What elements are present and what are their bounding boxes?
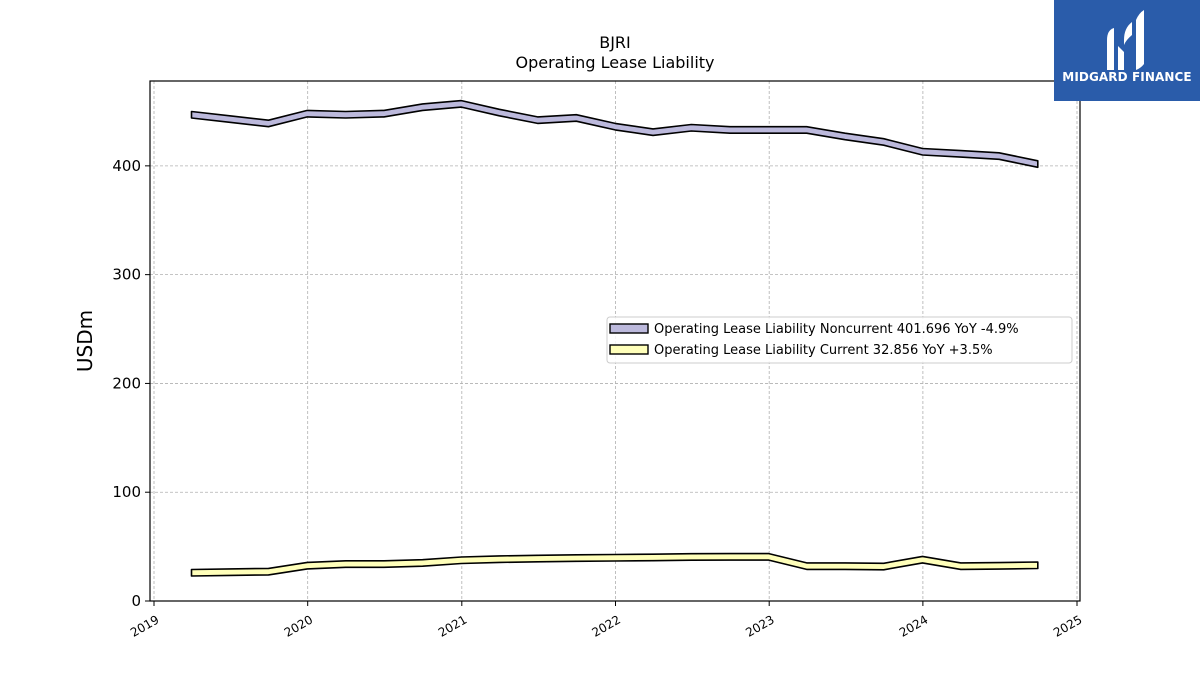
series-bands [190, 99, 1039, 577]
legend-swatch [609, 344, 649, 355]
legend-label: Operating Lease Liability Noncurrent 401… [654, 322, 1019, 337]
y-tick-label: 300 [112, 266, 141, 284]
y-axis-label: USDm [73, 310, 97, 372]
chart-subtitle: Operating Lease Liability [515, 53, 714, 72]
y-tick-label: 200 [112, 374, 141, 392]
x-tick-label: 2024 [897, 612, 930, 639]
x-tick-label: 2025 [1051, 612, 1084, 639]
legend: Operating Lease Liability Noncurrent 401… [606, 316, 1073, 364]
y-tick-label: 100 [112, 483, 141, 501]
x-tick-label: 2022 [590, 612, 623, 639]
x-tick-label: 2023 [743, 612, 776, 639]
x-tick-label: 2020 [282, 612, 315, 639]
x-tick-label: 2019 [128, 612, 161, 639]
y-axis: 0 100 200 300 400 [112, 157, 150, 610]
x-axis: 2019 2020 2021 2022 2023 2024 2025 [128, 601, 1085, 640]
legend-box [606, 316, 1073, 364]
x-tick-label: 2021 [436, 612, 469, 639]
brand-logo-text: MIDGARD FINANCE [1062, 70, 1192, 84]
legend-swatch [609, 323, 649, 334]
y-tick-label: 0 [131, 592, 141, 610]
series-band-1 [190, 552, 1039, 577]
series-band-0 [190, 99, 1039, 169]
brand-logo-mark-icon [1107, 10, 1144, 70]
legend-label: Operating Lease Liability Current 32.856… [654, 343, 993, 358]
brand-logo: MIDGARD FINANCE [1054, 0, 1200, 101]
chart-title: BJRI [599, 33, 631, 52]
y-tick-label: 400 [112, 157, 141, 175]
